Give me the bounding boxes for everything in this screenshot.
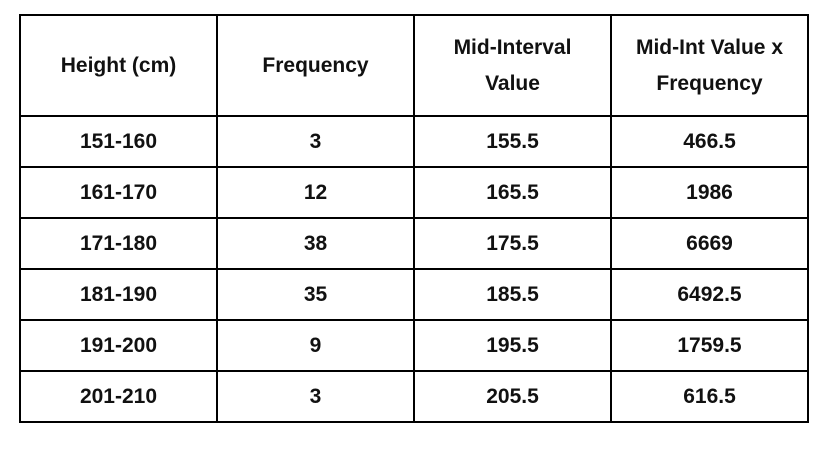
table-cell: 6492.5: [610, 268, 809, 321]
table-cell: 155.5: [413, 115, 612, 168]
table-cell: 6669: [610, 217, 809, 270]
frequency-table: Height (cm) Frequency Mid-Interval Value Mi…: [19, 14, 809, 423]
table-row: 151-160 3 155.5 466.5: [19, 115, 809, 168]
table-cell: 195.5: [413, 319, 612, 372]
header-cell: Mid-Interval Value: [413, 14, 612, 117]
table-cell: 3: [216, 115, 415, 168]
table-cell: 171-180: [19, 217, 218, 270]
table-cell: 38: [216, 217, 415, 270]
table-cell: 185.5: [413, 268, 612, 321]
table-cell: 1759.5: [610, 319, 809, 372]
table-cell: 165.5: [413, 166, 612, 219]
table-cell: 161-170: [19, 166, 218, 219]
table-row: 201-210 3 205.5 616.5: [19, 370, 809, 423]
table-cell: 35: [216, 268, 415, 321]
table-row: 161-170 12 165.5 1986: [19, 166, 809, 219]
table-cell: 616.5: [610, 370, 809, 423]
table-body: 151-160 3 155.5 466.5 161-170 12 165.5 1986 171-…: [19, 115, 809, 423]
header-cell: Mid-Int Value x Frequency: [610, 14, 809, 117]
table-cell: 191-200: [19, 319, 218, 372]
table-cell: 466.5: [610, 115, 809, 168]
header-row: Height (cm) Frequency Mid-Interval Value Mi…: [19, 14, 809, 117]
table-cell: 151-160: [19, 115, 218, 168]
table-cell: 1986: [610, 166, 809, 219]
table-row: 171-180 38 175.5 6669: [19, 217, 809, 270]
table-cell: 201-210: [19, 370, 218, 423]
header-cell: Height (cm): [19, 14, 218, 117]
table-cell: 3: [216, 370, 415, 423]
table-row: 181-190 35 185.5 6492.5: [19, 268, 809, 321]
table-cell: 9: [216, 319, 415, 372]
table-cell: 12: [216, 166, 415, 219]
table-cell: 181-190: [19, 268, 218, 321]
table-cell: 175.5: [413, 217, 612, 270]
header-cell: Frequency: [216, 14, 415, 117]
table-row: 191-200 9 195.5 1759.5: [19, 319, 809, 372]
table-cell: 205.5: [413, 370, 612, 423]
